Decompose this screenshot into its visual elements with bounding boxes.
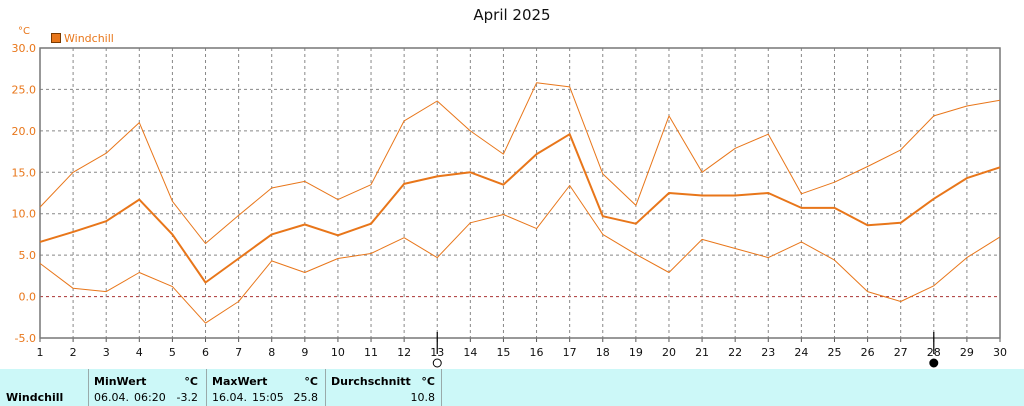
x-tick-label: 20 <box>662 346 676 359</box>
max-header: MaxWert <box>212 375 268 388</box>
x-tick-label: 9 <box>301 346 308 359</box>
divider <box>325 369 326 406</box>
x-tick-label: 19 <box>629 346 643 359</box>
x-tick-label: 7 <box>235 346 242 359</box>
x-tick-label: 6 <box>202 346 209 359</box>
x-tick-label: 16 <box>530 346 544 359</box>
x-tick-label: 11 <box>364 346 378 359</box>
max-cell: MaxWert °C 16.04. 15:05 25.8 <box>212 369 322 406</box>
x-tick-label: 24 <box>794 346 808 359</box>
max-unit: °C <box>304 375 318 388</box>
divider <box>441 369 442 406</box>
min-date: 06.04. <box>94 391 129 404</box>
min-time: 06:20 <box>134 391 166 404</box>
x-tick-label: 25 <box>827 346 841 359</box>
y-tick-label: 5.0 <box>19 249 37 262</box>
series-line-avg <box>39 133 1001 284</box>
y-tick-label: 20.0 <box>12 125 37 138</box>
x-tick-label: 8 <box>268 346 275 359</box>
y-tick-label: -5.0 <box>15 332 36 345</box>
avg-unit: °C <box>421 375 435 388</box>
x-tick-label: 26 <box>861 346 875 359</box>
windchill-chart: 30.025.020.015.010.05.00.0-5.01 2 3 4 5 6 7 8 9 1… <box>12 42 1007 368</box>
y-tick-label: 30.0 <box>12 42 37 55</box>
avg-cell: Durchschnitt °C 10.8 <box>331 369 437 406</box>
stats-row-label: Windchill <box>6 391 64 404</box>
min-value: -3.2 <box>176 391 198 404</box>
full-moon-icon <box>432 358 442 368</box>
series-line-max <box>39 82 1001 244</box>
max-time: 15:05 <box>252 391 284 404</box>
plot-area <box>40 48 1000 338</box>
x-tick-label: 14 <box>463 346 477 359</box>
legend-label: Windchill <box>64 31 114 45</box>
x-tick-label: 2 <box>70 346 77 359</box>
x-tick-label: 29 <box>960 346 974 359</box>
max-date: 16.04. <box>212 391 247 404</box>
min-header: MinWert <box>94 375 147 388</box>
x-tick-label: 30 <box>993 346 1007 359</box>
stats-table: Windchill MinWert °C 06.04. 06:20 -3.2 M… <box>0 369 1024 406</box>
y-tick-label: 15.0 <box>12 166 37 179</box>
x-tick-label: 27 <box>894 346 908 359</box>
x-tick-label: 10 <box>331 346 345 359</box>
x-tick-label: 4 <box>136 346 143 359</box>
series-line-min <box>39 185 1001 324</box>
y-unit-label: °C <box>18 26 30 37</box>
x-tick-label: 15 <box>496 346 510 359</box>
x-tick-label: 3 <box>103 346 110 359</box>
x-tick-label: 18 <box>596 346 610 359</box>
avg-header: Durchschnitt <box>331 375 411 388</box>
y-tick-label: 25.0 <box>12 83 37 96</box>
x-tick-label: 21 <box>695 346 709 359</box>
min-unit: °C <box>184 375 198 388</box>
y-tick-label: 10.0 <box>12 208 37 221</box>
avg-value: 10.8 <box>410 391 436 404</box>
y-tick-label: 0.0 <box>19 291 37 304</box>
x-tick-label: 22 <box>728 346 742 359</box>
max-value: 25.8 <box>293 391 319 404</box>
x-tick-label: 1 <box>37 346 44 359</box>
divider <box>206 369 207 406</box>
legend: Windchill <box>51 31 114 45</box>
x-tick-label: 23 <box>761 346 775 359</box>
chart-title: April 2025 <box>473 6 551 24</box>
new-moon-icon <box>929 358 939 368</box>
x-tick-label: 17 <box>563 346 577 359</box>
plot-frame <box>39 47 1001 339</box>
x-tick-label: 12 <box>397 346 411 359</box>
min-cell: MinWert °C 06.04. 06:20 -3.2 <box>94 369 204 406</box>
x-tick-label: 5 <box>169 346 176 359</box>
legend-swatch <box>51 33 61 43</box>
divider <box>88 369 89 406</box>
